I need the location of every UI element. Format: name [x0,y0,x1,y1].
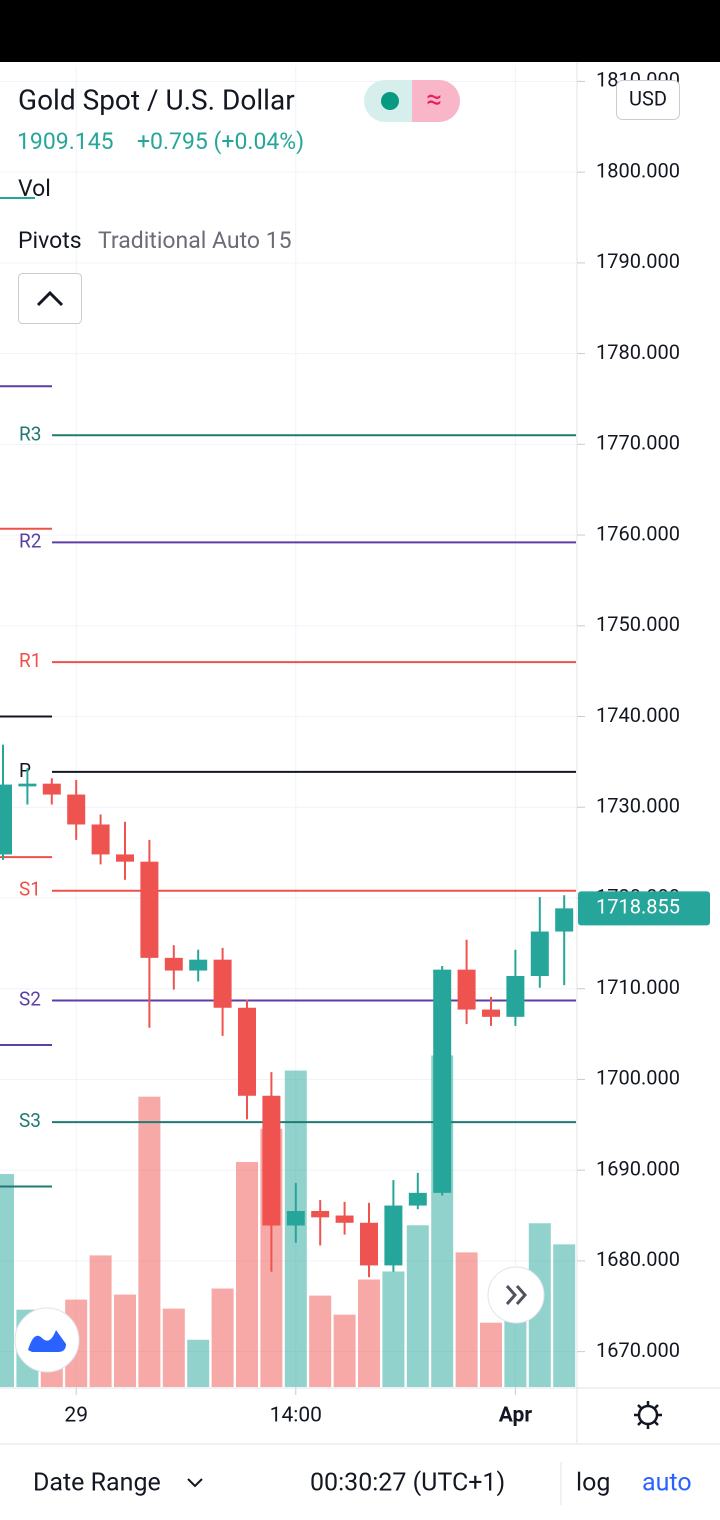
candle-body [360,1222,378,1266]
volume-bar [309,1295,332,1387]
volume-bar [406,1225,429,1387]
x-tick-label: Apr [499,1404,533,1428]
y-tick-label: 1800.000 [596,158,680,182]
price-change: +0.795 (+0.04%) [137,128,304,155]
collapse-button[interactable] [18,273,82,324]
candle-body [506,976,525,1017]
toggle-dot [381,92,399,110]
symbol-title: Gold Spot / U.S. Dollar [18,83,295,116]
candle-body [116,854,134,862]
candle-body [384,1205,403,1266]
candle-body [482,1009,500,1017]
y-tick-label: 1670.000 [596,1338,680,1362]
pivot-label: R1 [19,649,41,672]
currency-label: USD [629,86,667,110]
chevron-up [36,290,64,307]
x-tick-label: 14:00 [270,1404,322,1428]
y-tick-label: 1740.000 [596,703,680,727]
x-tick-label: 29 [64,1404,88,1428]
pivot-label: S3 [19,1109,41,1132]
style-toggle[interactable]: ≈ [364,80,460,122]
candle-body [238,1007,256,1096]
log-toggle[interactable]: log [576,1469,610,1498]
volume-bar [211,1288,234,1387]
candle-body [164,957,183,971]
candle-body [530,931,549,977]
volume-bar [236,1161,258,1387]
collapse-box [18,273,82,324]
candle-body [262,1095,281,1226]
pivot-label: R3 [19,422,41,445]
volume-bar [455,1252,478,1387]
y-tick-label: 1760.000 [596,521,680,545]
y-tick-label: 1700.000 [596,1066,680,1090]
volume-bar [114,1294,136,1387]
pivots-label: Pivots [18,227,82,254]
y-tick-label: 1730.000 [596,794,680,818]
pivot-label: S1 [19,878,41,901]
currency-box [616,80,680,120]
candle-body [286,1210,305,1226]
y-tick-label: 1690.000 [596,1156,680,1180]
candle-body [42,783,61,795]
date-range[interactable]: Date Range [33,1469,161,1498]
pivots-params: Traditional Auto 15 [98,227,292,254]
candle-body [433,969,452,1193]
scroll-icon [505,1285,528,1305]
last-price: 1909.145 [17,128,114,155]
candle-body [408,1192,427,1206]
gear-teeth [634,1401,662,1429]
toggle-half [412,80,460,122]
indicator-fab[interactable] [14,1307,80,1373]
pivot-label: P [19,759,31,782]
volume-bar [333,1314,356,1387]
toggle-icon: ≈ [426,82,442,115]
volume-bar [89,1255,112,1387]
clock: 00:30:27 (UTC+1) [310,1469,505,1498]
y-tick-label: 1750.000 [596,612,680,636]
candle-body [18,783,37,787]
candle-body [0,784,12,855]
volume-bar [382,1271,405,1387]
volume-bar [187,1339,210,1387]
last-price-box [578,891,710,926]
pivot-label: R2 [19,529,41,552]
volume-bar [138,1096,161,1387]
fab-circle [14,1307,80,1373]
volume-bar [480,1322,502,1387]
y-tick-label: 1770.000 [596,431,680,455]
settings-button[interactable] [634,1401,662,1429]
candle-body [335,1215,354,1223]
volume-bar [358,1279,380,1387]
volume-bar [0,1174,14,1387]
candle-body [189,959,208,971]
last-price-label: 1718.855 [596,895,680,919]
y-tick-label: 1780.000 [596,340,680,364]
candle-body [555,908,574,932]
plot: R3 R2 R1 P S1 S2 S3 [0,66,576,1395]
candle-body [140,861,159,958]
pivot-label: S2 [19,988,41,1011]
y-tick-label: 1790.000 [596,249,680,273]
candle-body [91,824,110,855]
volume-bar [553,1244,576,1387]
volume-bar [162,1308,185,1387]
currency-button[interactable]: USD [616,80,680,120]
y-tick-label: 1710.000 [596,975,680,999]
scroll-right-button[interactable] [487,1266,545,1324]
candle-body [457,969,476,1010]
dropdown-caret [187,1478,203,1488]
status-bar [0,0,720,62]
auto-toggle[interactable]: auto [642,1469,692,1498]
vol-label: Vol [18,175,51,202]
y-tick-label: 1680.000 [596,1247,680,1271]
candle-body [213,959,232,1008]
candle-body [67,794,86,825]
candle-body [311,1210,330,1218]
fab-icon [28,1330,66,1352]
